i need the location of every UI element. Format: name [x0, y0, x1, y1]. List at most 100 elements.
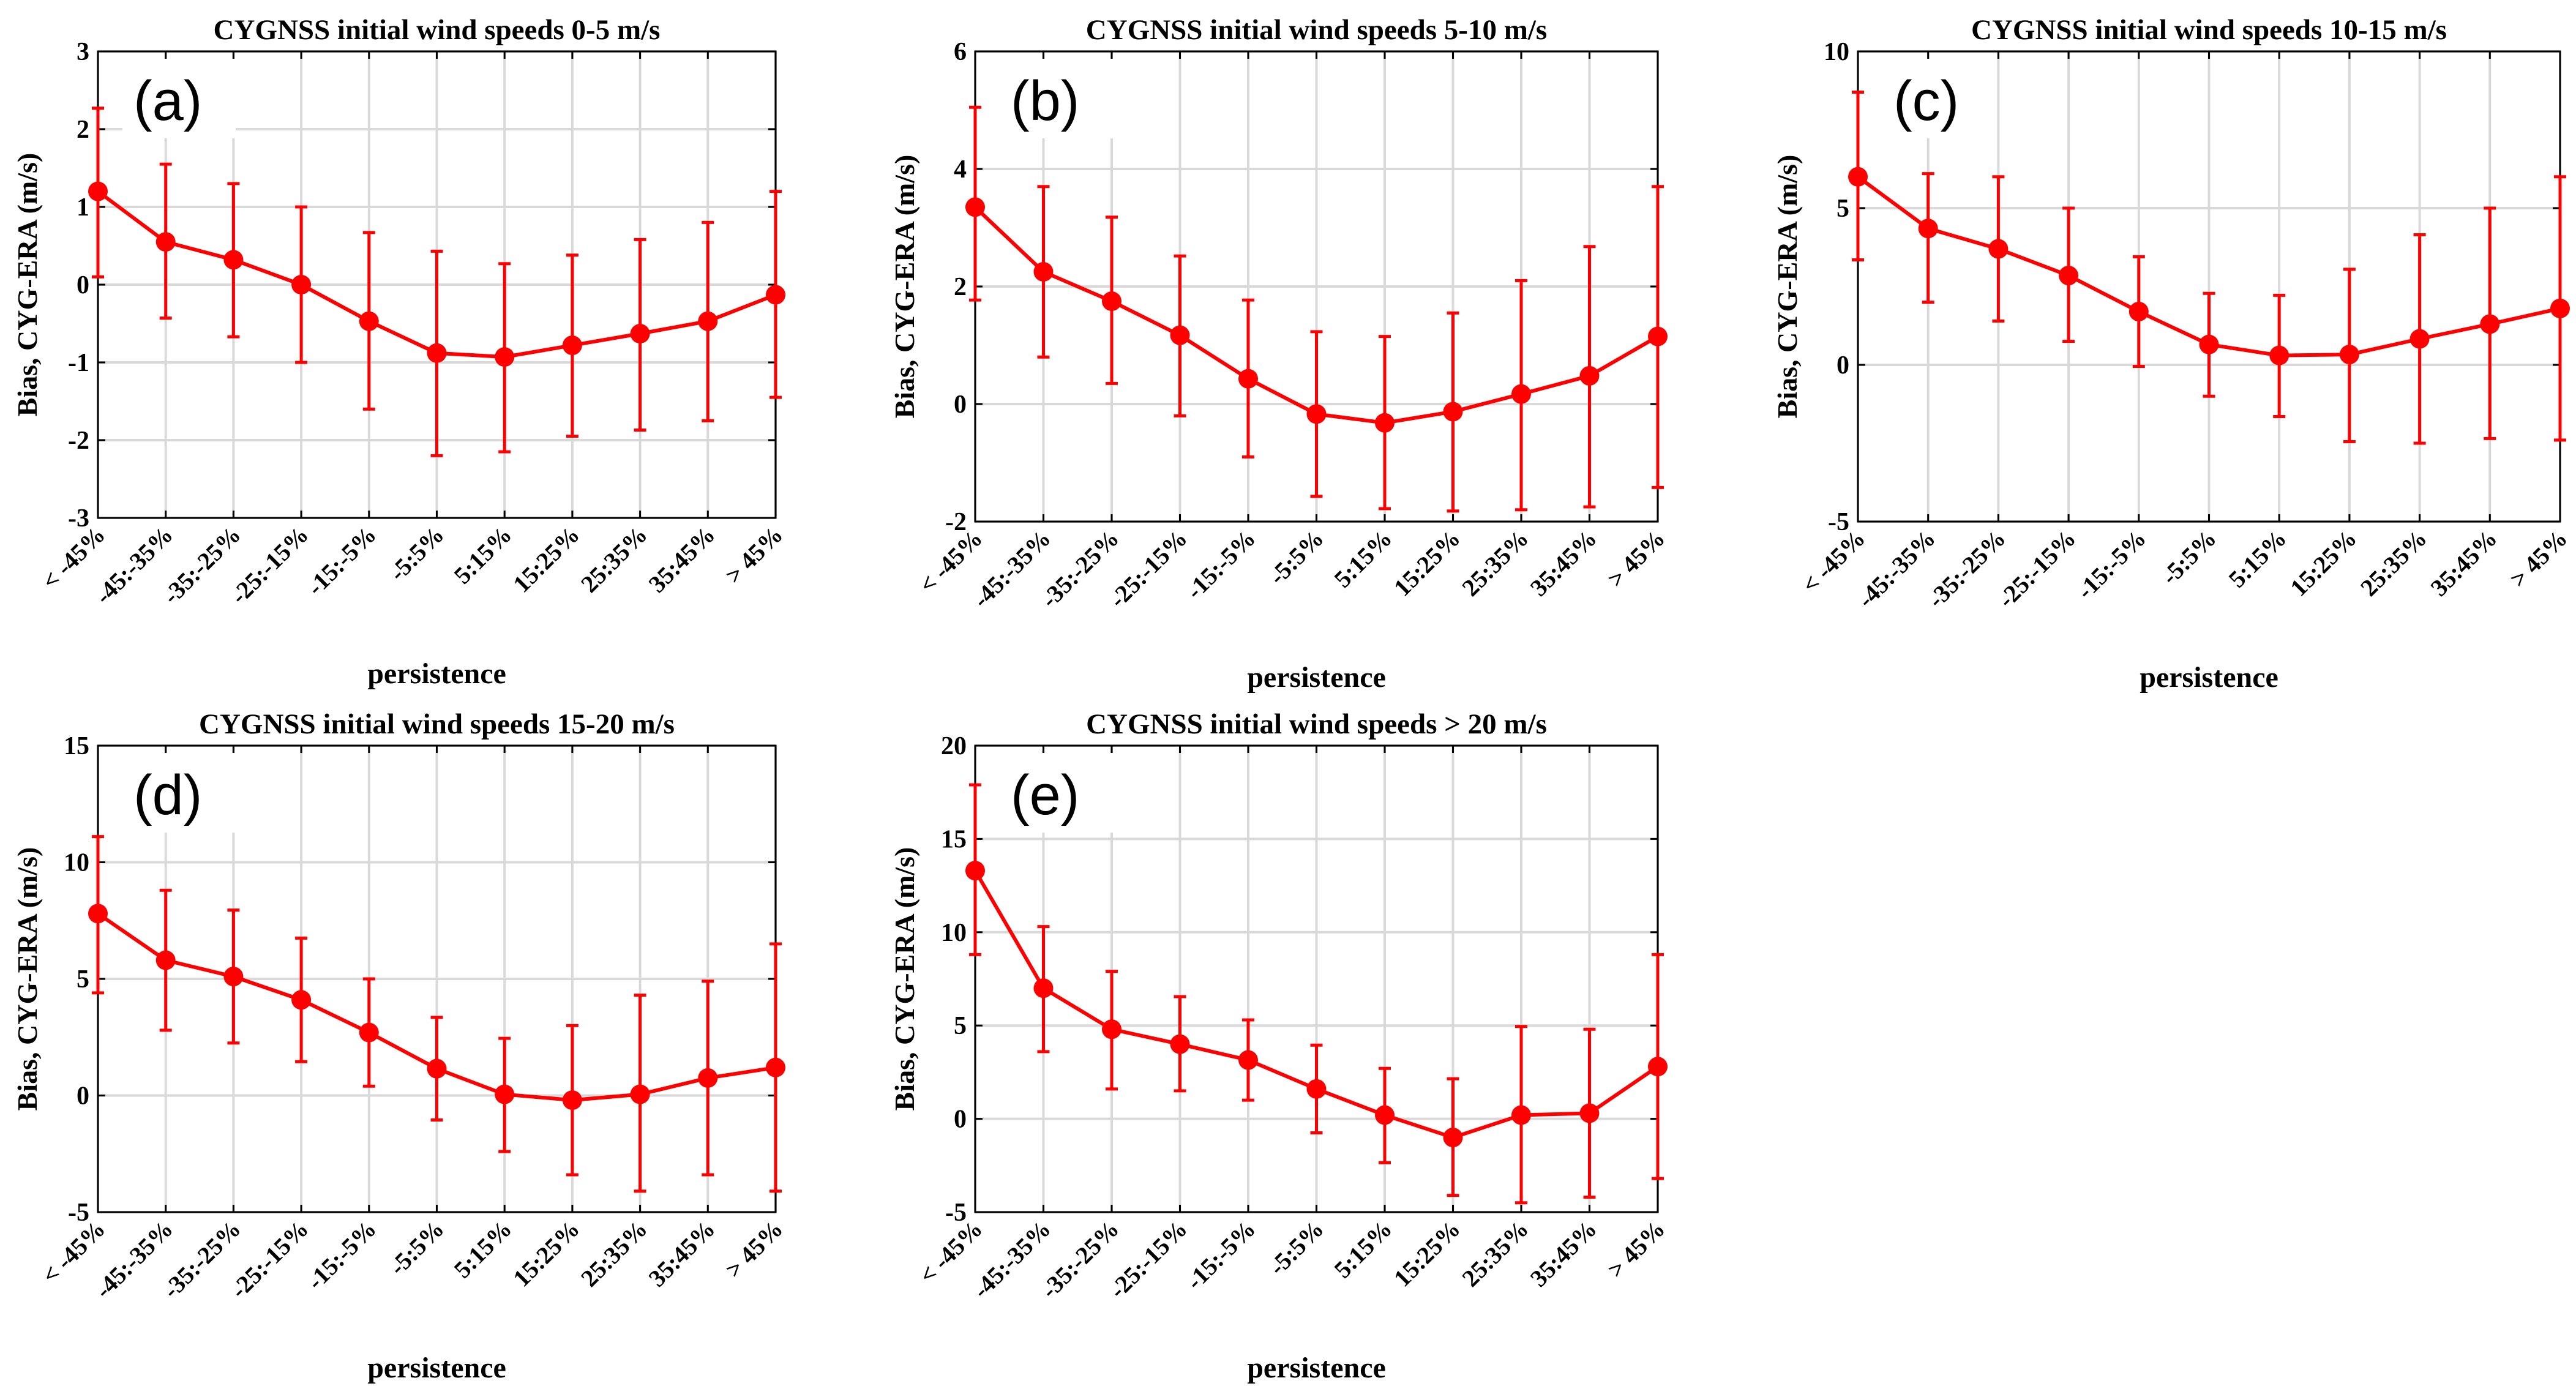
data-point [1375, 1105, 1395, 1125]
data-point [1306, 404, 1327, 424]
x-tick-label: -35:-25% [1922, 525, 2011, 613]
y-tick-label: 6 [954, 38, 967, 66]
data-point [698, 1068, 718, 1088]
y-tick-label: 2 [954, 273, 967, 301]
y-tick-label: 15 [941, 825, 967, 853]
data-point [427, 1058, 447, 1079]
panel-label-bg [1882, 59, 1996, 138]
chart-title: CYGNSS initial wind speeds > 20 m/s [1086, 708, 1547, 740]
y-tick-label: 3 [77, 38, 89, 66]
x-tick-label: -45:-35% [1852, 525, 1941, 613]
y-tick-label: 5 [954, 1012, 967, 1040]
panel-label: (a) [133, 70, 202, 132]
y-tick-label: -5 [945, 1199, 967, 1227]
data-point [1511, 384, 1531, 404]
data-point [562, 1090, 582, 1110]
y-tick-label: 5 [1837, 195, 1849, 223]
x-tick-label: 35:45% [643, 521, 721, 598]
x-tick-label: -15:-5% [301, 1215, 381, 1295]
x-tick-label: -5:5% [384, 521, 449, 586]
x-tick-label: 35:45% [2425, 525, 2503, 602]
y-tick-label: -2 [68, 427, 89, 455]
panel-label: (b) [1011, 70, 1079, 132]
data-point [2129, 301, 2149, 321]
x-tick-label: -15:-5% [1181, 525, 1261, 605]
panel-label: (d) [133, 764, 202, 826]
x-tick-label: > 45% [720, 521, 788, 590]
data-point [1648, 1057, 1668, 1077]
y-tick-label: 10 [64, 849, 89, 877]
x-tick-label: 5:15% [1328, 1215, 1397, 1284]
y-tick-label: 10 [1824, 38, 1849, 66]
x-tick-label: 15:25% [507, 521, 585, 598]
data-point [88, 904, 108, 924]
data-point [1988, 239, 2009, 259]
y-tick-label: 5 [77, 965, 89, 994]
data-point [766, 285, 785, 305]
x-tick-label: 25:35% [1456, 1215, 1533, 1292]
data-point [427, 343, 447, 363]
x-tick-label: 25:35% [575, 1215, 653, 1292]
data-point [698, 311, 718, 331]
data-point [1511, 1105, 1531, 1125]
x-tick-label: -15:-5% [1181, 1215, 1261, 1295]
data-point [2339, 345, 2359, 365]
x-tick-label: -5:5% [1264, 525, 1329, 590]
data-point [1579, 1103, 1600, 1123]
data-point [1443, 402, 1463, 422]
y-tick-label: -5 [68, 1199, 89, 1227]
data-point [1375, 413, 1395, 433]
x-tick-label: 5:15% [1328, 525, 1397, 593]
data-point [630, 324, 650, 344]
panel-label-bg [1000, 59, 1113, 138]
x-tick-label: -25:-15% [1993, 525, 2081, 613]
data-point [2059, 266, 2079, 286]
data-point [1443, 1128, 1463, 1148]
y-axis-label: Bias, CYG-ERA (m/s) [12, 847, 43, 1111]
y-tick-label: -5 [1828, 508, 1849, 536]
data-point [2199, 334, 2219, 354]
y-tick-label: 20 [941, 732, 967, 760]
y-tick-label: 15 [64, 732, 89, 760]
x-tick-label: 15:25% [507, 1215, 585, 1292]
x-tick-label: 25:35% [575, 521, 653, 598]
y-tick-label: 0 [954, 391, 967, 419]
y-tick-label: 1 [77, 193, 89, 222]
x-tick-label: 35:45% [643, 1215, 721, 1292]
data-point [359, 311, 379, 331]
data-point [155, 950, 176, 970]
y-axis-label: Bias, CYG-ERA (m/s) [889, 847, 920, 1111]
panel-label-bg [1000, 753, 1113, 833]
x-axis-label: persistence [367, 657, 506, 690]
data-point [291, 275, 312, 294]
x-tick-label: -15:-5% [301, 521, 381, 601]
y-tick-label: 2 [77, 116, 89, 144]
data-point [965, 197, 985, 217]
x-tick-label: 35:45% [1525, 525, 1602, 602]
data-point [1918, 219, 1938, 239]
x-tick-label: > 45% [720, 1215, 788, 1284]
data-point [1170, 325, 1190, 345]
data-point [630, 1084, 650, 1104]
x-tick-label: 25:35% [1456, 525, 1533, 602]
x-tick-label: > 45% [1602, 1215, 1671, 1284]
x-axis-label: persistence [1247, 661, 1386, 694]
data-point [1170, 1034, 1190, 1054]
data-point [88, 181, 108, 201]
data-point [1033, 262, 1054, 282]
panel-label-bg [122, 753, 236, 833]
x-tick-label: > 45% [1602, 525, 1671, 593]
data-point [2480, 314, 2500, 334]
data-point [1102, 291, 1121, 311]
data-point [359, 1022, 379, 1043]
panel-label: (c) [1893, 70, 1959, 132]
data-point [2409, 329, 2430, 349]
data-point [1848, 167, 1868, 187]
data-point [2550, 298, 2570, 318]
chart-title: CYGNSS initial wind speeds 10-15 m/s [1971, 14, 2447, 46]
data-point [1238, 1050, 1258, 1070]
